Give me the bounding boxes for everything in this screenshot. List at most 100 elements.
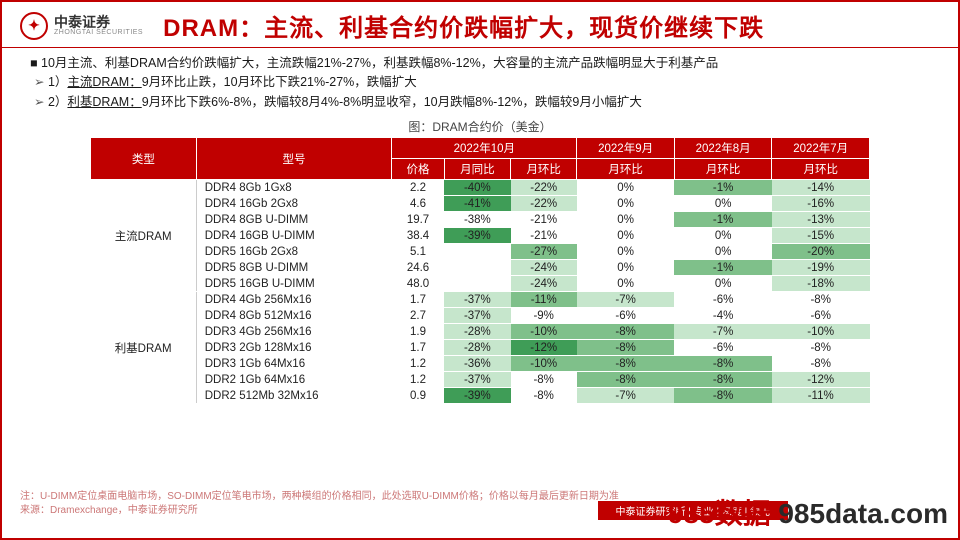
table-row: DDR2 1Gb 64Mx161.2-37%-8%-8%-8%-12% [91,372,870,388]
summary-bullets: 10月主流、利基DRAM合约价跌幅扩大，主流跌幅21%-27%，利基跌幅8%-1… [2,48,958,116]
logo-mark-icon: ✦ [20,12,48,40]
cell-yoy: -38% [444,212,510,228]
cell-m9: 0% [577,228,675,244]
cell-m8: -1% [674,212,772,228]
cell-price: 2.7 [392,308,444,324]
col-model: 型号 [196,138,392,180]
cell-m8: 0% [674,244,772,260]
col-sep: 2022年9月 [577,138,675,159]
cell-m7: -6% [772,308,870,324]
cell-price: 48.0 [392,276,444,292]
cell-yoy: -37% [444,372,510,388]
table-row: 主流DRAMDDR4 8Gb 1Gx82.2-40%-22%0%-1%-14% [91,180,870,196]
cell-m7: -8% [772,292,870,308]
cell-price: 1.7 [392,340,444,356]
watermark: 985数据 985data.com [668,492,948,532]
cell-m10: -24% [511,276,577,292]
cell-model: DDR2 1Gb 64Mx16 [196,372,392,388]
cell-m9: 0% [577,196,675,212]
cell-price: 4.6 [392,196,444,212]
table-row: DDR3 4Gb 256Mx161.9-28%-10%-8%-7%-10% [91,324,870,340]
col-jul: 2022年7月 [772,138,870,159]
table-row: DDR3 2Gb 128Mx161.7-28%-12%-8%-6%-8% [91,340,870,356]
cell-price: 5.1 [392,244,444,260]
cell-model: DDR4 8GB U-DIMM [196,212,392,228]
footnote-line-2: 来源：Dramexchange，中泰证券研究所 [20,504,619,518]
cell-m10: -11% [511,292,577,308]
cell-m7: -19% [772,260,870,276]
cell-price: 1.2 [392,372,444,388]
cell-m9: -7% [577,388,675,404]
dram-price-table: 类型 型号 2022年10月 2022年9月 2022年8月 2022年7月 价… [90,137,870,404]
cell-m8: -8% [674,388,772,404]
table-row: DDR5 8GB U-DIMM24.6-24%0%-1%-19% [91,260,870,276]
cell-m9: -7% [577,292,675,308]
cell-model: DDR3 2Gb 128Mx16 [196,340,392,356]
table-row: DDR4 16GB U-DIMM38.4-39%-21%0%0%-15% [91,228,870,244]
cell-m9: -8% [577,324,675,340]
cell-m10: -21% [511,228,577,244]
cell-m10: -10% [511,324,577,340]
bullet-main: 10月主流、利基DRAM合约价跌幅扩大，主流跌幅21%-27%，利基跌幅8%-1… [30,54,930,73]
cell-model: DDR4 8Gb 512Mx16 [196,308,392,324]
cell-m8: -1% [674,180,772,196]
col-yoy: 月同比 [444,159,510,180]
cell-price: 19.7 [392,212,444,228]
footnote: 注：U-DIMM定位桌面电脑市场，SO-DIMM定位笔电市场，两种模组的价格相同… [20,490,619,518]
cell-m9: -8% [577,372,675,388]
cell-m7: -11% [772,388,870,404]
table-row: DDR5 16Gb 2Gx85.1-27%0%0%-20% [91,244,870,260]
cell-model: DDR4 16Gb 2Gx8 [196,196,392,212]
col-mom-7: 月环比 [772,159,870,180]
cell-model: DDR3 1Gb 64Mx16 [196,356,392,372]
col-oct: 2022年10月 [392,138,577,159]
cell-m10: -21% [511,212,577,228]
cell-m8: -6% [674,292,772,308]
cell-model: DDR4 8Gb 1Gx8 [196,180,392,196]
group-label: 主流DRAM [91,180,197,292]
cell-m9: -6% [577,308,675,324]
page-title: DRAM：主流、利基合约价跌幅扩大，现货价继续下跌 [163,8,764,43]
col-aug: 2022年8月 [674,138,772,159]
cell-yoy: -37% [444,292,510,308]
table-row: DDR4 8GB U-DIMM19.7-38%-21%0%-1%-13% [91,212,870,228]
col-mom-9: 月环比 [577,159,675,180]
cell-m10: -22% [511,180,577,196]
cell-model: DDR4 16GB U-DIMM [196,228,392,244]
cell-m10: -8% [511,388,577,404]
cell-m9: -8% [577,356,675,372]
cell-m9: -8% [577,340,675,356]
cell-m7: -12% [772,372,870,388]
bullet-sub-2: 2）利基DRAM：9月环比下跌6%-8%，跌幅较8月4%-8%明显收窄，10月跌… [30,93,930,112]
cell-price: 38.4 [392,228,444,244]
cell-m8: 0% [674,196,772,212]
cell-yoy [444,276,510,292]
cell-m10: -27% [511,244,577,260]
cell-yoy: -39% [444,388,510,404]
cell-m8: -6% [674,340,772,356]
cell-m8: 0% [674,228,772,244]
cell-m9: 0% [577,244,675,260]
table-row: DDR2 512Mb 32Mx160.9-39%-8%-7%-8%-11% [91,388,870,404]
cell-model: DDR4 4Gb 256Mx16 [196,292,392,308]
cell-price: 1.9 [392,324,444,340]
group-label: 利基DRAM [91,292,197,404]
cell-price: 2.2 [392,180,444,196]
cell-yoy: -28% [444,324,510,340]
cell-yoy [444,244,510,260]
cell-m7: -10% [772,324,870,340]
cell-m10: -10% [511,356,577,372]
cell-price: 24.6 [392,260,444,276]
cell-m8: 0% [674,276,772,292]
col-type: 类型 [91,138,197,180]
cell-m8: -8% [674,356,772,372]
header: ✦ 中泰证券 ZHONGTAI SECURITIES DRAM：主流、利基合约价… [2,2,958,48]
table-row: DDR5 16GB U-DIMM48.0-24%0%0%-18% [91,276,870,292]
cell-yoy: -36% [444,356,510,372]
cell-yoy: -40% [444,180,510,196]
footnote-line-1: 注：U-DIMM定位桌面电脑市场，SO-DIMM定位笔电市场，两种模组的价格相同… [20,490,619,504]
cell-m10: -12% [511,340,577,356]
cell-m8: -7% [674,324,772,340]
cell-model: DDR5 16Gb 2Gx8 [196,244,392,260]
cell-m7: -15% [772,228,870,244]
